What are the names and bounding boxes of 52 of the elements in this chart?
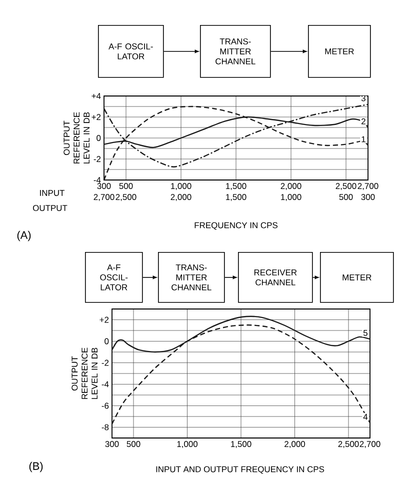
y-tick-label: 0 <box>104 338 109 344</box>
x-tick-label: 2,000 <box>280 183 302 190</box>
series-label: 1 <box>362 136 366 142</box>
y-tick-label: -4 <box>102 381 109 388</box>
x-tick-label: 1,000 <box>177 441 198 448</box>
line-series <box>104 106 368 180</box>
y-axis-title: OUTPUT REFERENCE LEVEL IN DB <box>64 112 90 164</box>
y-tick-label: -4 <box>94 177 101 183</box>
text: METER <box>342 274 372 280</box>
y-tick-label: +2 <box>100 316 109 323</box>
x-tick-label: 300 <box>105 441 119 448</box>
x-tick-label: 300 <box>97 183 111 190</box>
text: TRANS-MITTER CHANNEL <box>172 264 212 290</box>
x-axis-title: INPUT AND OUTPUT FREQUENCY IN CPS <box>156 466 324 474</box>
y-tick-label: -2 <box>102 360 109 366</box>
x-tick-label: 1,500 <box>226 183 246 190</box>
text: INPUT <box>40 190 65 196</box>
x-tick-label: 2,500 <box>338 441 359 448</box>
y-tick-label: +2 <box>92 114 101 120</box>
x2-tick-label: 1,500 <box>226 194 246 202</box>
x-tick-label: 2,700 <box>358 183 378 190</box>
x2-tick-label: 2,000 <box>170 194 192 202</box>
x-tick-label: 2,000 <box>284 441 306 448</box>
x2-tick-label: 2,500 <box>116 194 136 202</box>
x-tick-label: 2,700 <box>360 441 380 448</box>
x-axis-title: FREQUENCY IN CPS <box>194 222 278 230</box>
text: (B) <box>29 462 43 472</box>
text: (A) <box>17 230 31 242</box>
y-tick-label: 0 <box>96 135 101 141</box>
x-tick-label: 500 <box>119 183 133 190</box>
text: A-F OSCIL-LATOR <box>100 264 128 290</box>
text: A-F OSCIL-LATOR <box>108 43 153 60</box>
x2-tick-label: 1,000 <box>281 194 302 202</box>
series-label: 2 <box>362 118 366 124</box>
text: TRANS-MITTER CHANNEL <box>216 38 256 64</box>
y-tick-label: -8 <box>102 424 109 430</box>
x2-tick-label: 300 <box>361 194 375 200</box>
x2-tick-label: 2,700 <box>94 194 114 202</box>
series-label: 4 <box>363 414 368 420</box>
x2-tick-label: 500 <box>339 194 353 200</box>
text: OUTPUT <box>33 205 68 211</box>
x-tick-label: 500 <box>126 441 140 448</box>
y-tick-label: -2 <box>94 156 101 162</box>
x-tick-label: 1,000 <box>171 183 192 190</box>
series-label: 5 <box>363 330 368 336</box>
y-tick-label: -6 <box>102 402 109 409</box>
text: METER <box>325 48 354 54</box>
text: RECEIVER CHANNEL <box>254 269 297 286</box>
x-tick-label: 2,500 <box>336 183 356 190</box>
x-tick-label: 1,500 <box>231 441 252 448</box>
y-tick-label: +4 <box>92 93 101 99</box>
y-axis-title: OUTPUT REFERENCE LEVEL IN DB <box>72 348 98 399</box>
